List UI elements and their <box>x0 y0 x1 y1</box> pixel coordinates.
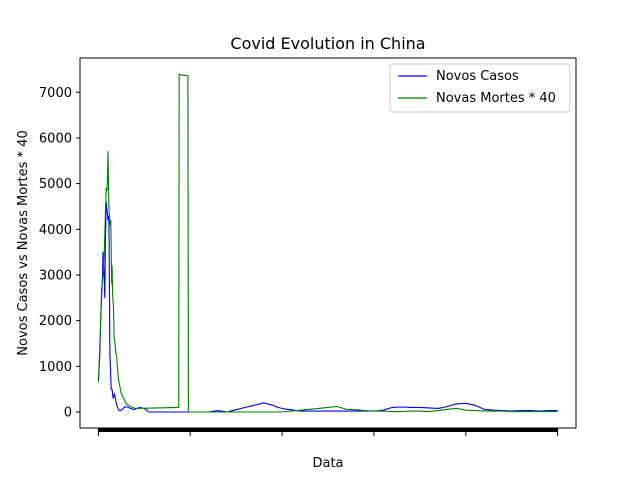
y-tick-label: 1000 <box>39 360 72 375</box>
x-axis-label: Data <box>312 456 343 471</box>
y-tick-label: 6000 <box>39 131 72 146</box>
y-tick-label: 0 <box>64 406 72 421</box>
legend-label-novas-mortes: Novas Mortes * 40 <box>436 91 556 106</box>
y-axis-label: Novos Casos vs Novas Mortes * 40 <box>16 130 31 355</box>
y-tick-label: 3000 <box>39 268 72 283</box>
legend-label-novos-casos: Novos Casos <box>436 69 519 84</box>
chart-title: Covid Evolution in China <box>230 34 425 53</box>
series-layer <box>97 73 558 413</box>
series-line-1 <box>97 73 558 413</box>
plot-area-frame <box>79 57 577 429</box>
legend: Novos Casos Novas Mortes * 40 <box>389 63 571 113</box>
series-line-0 <box>97 201 558 413</box>
y-tick-label: 2000 <box>39 314 72 329</box>
y-axis-ticks: 0 1000 2000 3000 4000 5000 6000 7000 <box>39 86 80 421</box>
y-tick-label: 5000 <box>39 177 72 192</box>
x-tick-marks <box>97 428 559 436</box>
x-axis-ticks <box>97 428 559 436</box>
y-tick-label: 7000 <box>39 86 72 101</box>
legend-box <box>389 63 571 113</box>
y-tick-label: 4000 <box>39 223 72 238</box>
